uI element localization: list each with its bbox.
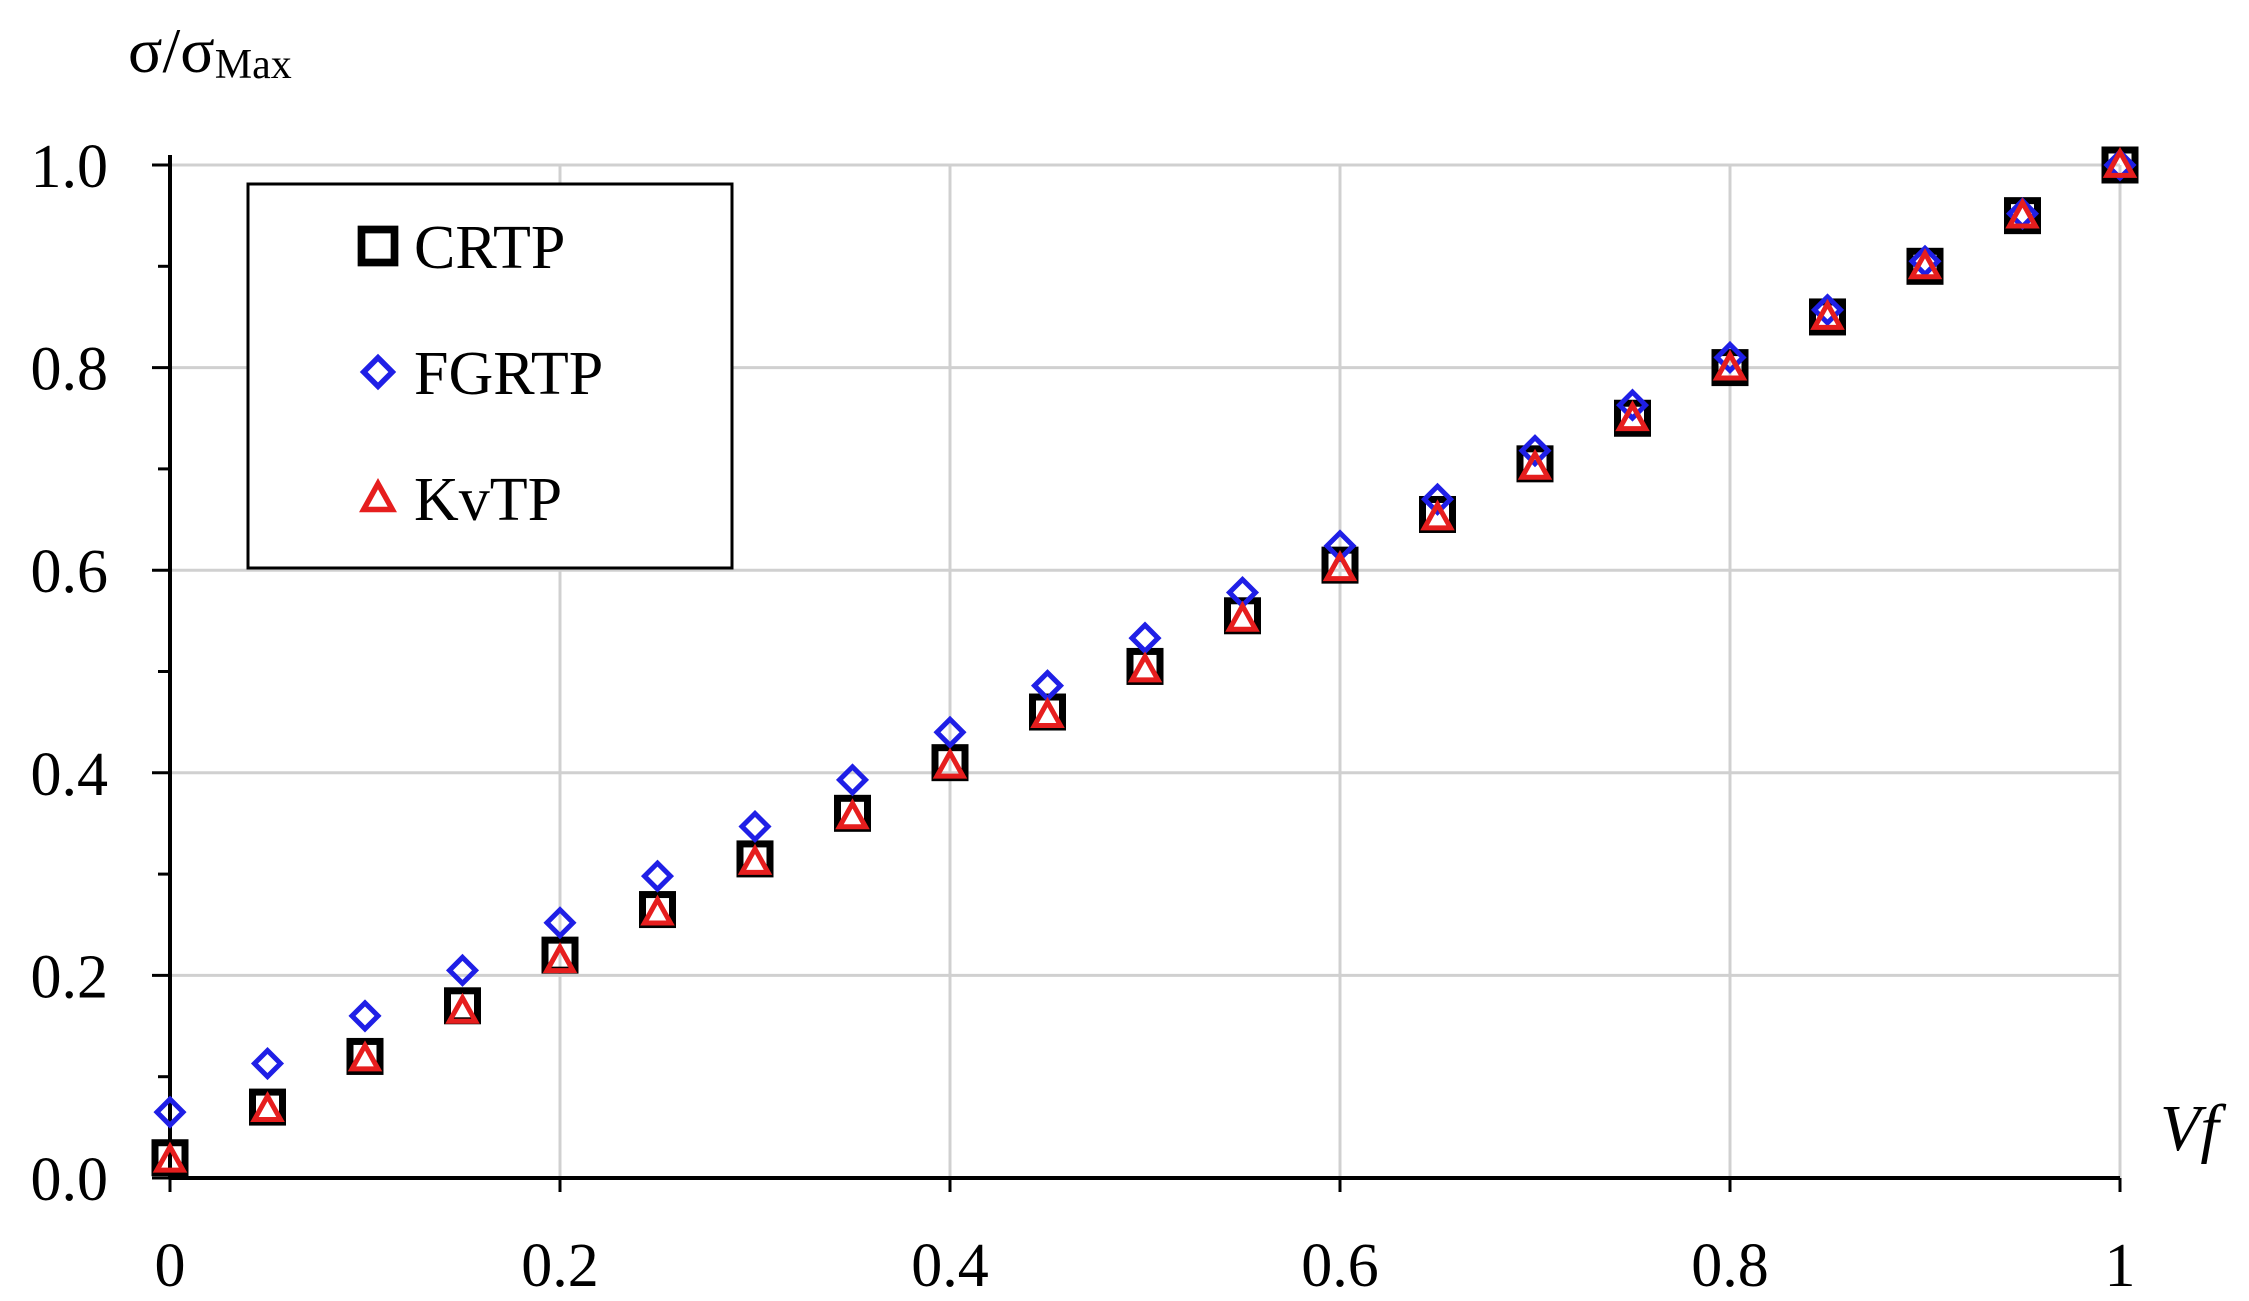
data-point-kvtp	[2005, 197, 2040, 229]
data-point-fgrtp	[543, 906, 577, 940]
y-tick-label: 0.2	[31, 943, 109, 1011]
data-point-fgrtp	[250, 1046, 285, 1081]
x-tick-label: 1	[2105, 1232, 2136, 1300]
data-point-kvtp	[2102, 146, 2138, 178]
data-point-kvtp	[737, 843, 773, 875]
legend-marker-fgrtp	[359, 353, 397, 391]
legend-label-kvtp: KvTP	[414, 466, 562, 534]
data-point-fgrtp	[835, 763, 870, 797]
data-point-kvtp	[1030, 696, 1065, 728]
data-point-kvtp	[152, 1141, 188, 1173]
data-point-fgrtp	[1615, 388, 1650, 422]
data-point-fgrtp	[445, 953, 480, 987]
data-point-kvtp	[1420, 499, 1455, 531]
y-tick-label: 1.0	[31, 133, 109, 201]
legend-marker-crtp	[357, 225, 399, 267]
data-point-fgrtp	[1518, 434, 1552, 468]
y-tick-label: 0.0	[31, 1146, 109, 1214]
data-point-kvtp	[932, 747, 968, 779]
data-points	[151, 146, 2139, 1177]
data-point-fgrtp	[1810, 293, 1845, 327]
legend: CRTP FGRTP KvTP	[246, 182, 734, 570]
x-tick-label: 0	[155, 1232, 186, 1300]
legend-label-fgrtp: FGRTP	[414, 340, 603, 408]
data-point-kvtp	[347, 1040, 383, 1072]
legend-marker-kvtp	[359, 478, 397, 513]
data-point-kvtp	[1322, 550, 1358, 582]
axes	[152, 155, 2122, 1192]
series-kvtp	[152, 146, 2138, 1173]
data-point-kvtp	[835, 798, 870, 830]
y-tick-labels: 0.0 0.2 0.4 0.6 0.8 1.0	[31, 133, 109, 1214]
grid	[170, 163, 2122, 1178]
y-axis-label-main: σ/σ	[128, 15, 215, 86]
y-axis-label: σ/σMax	[128, 15, 292, 88]
x-tick-label: 0.4	[911, 1232, 989, 1300]
legend-label-crtp: CRTP	[414, 214, 565, 282]
data-point-fgrtp	[1128, 621, 1162, 655]
y-tick-label: 0.6	[31, 538, 109, 606]
data-point-kvtp	[445, 992, 480, 1024]
data-point-fgrtp	[1713, 340, 1747, 375]
data-point-kvtp	[640, 894, 675, 926]
x-tick-label: 0.2	[521, 1232, 599, 1300]
data-point-kvtp	[542, 942, 578, 974]
x-axis-label: Vf	[2160, 1092, 2226, 1165]
data-point-fgrtp	[348, 999, 382, 1033]
data-point-fgrtp	[640, 859, 675, 893]
y-tick-label: 0.8	[31, 336, 109, 404]
data-point-kvtp	[1810, 298, 1845, 330]
legend-box	[246, 182, 734, 570]
data-point-kvtp	[1517, 448, 1553, 480]
data-point-fgrtp	[933, 715, 967, 749]
data-point-kvtp	[1907, 248, 1943, 280]
y-axis-label-subscript: Max	[215, 42, 292, 88]
data-point-kvtp	[1615, 400, 1650, 432]
data-point-kvtp	[1225, 600, 1260, 632]
data-point-kvtp	[1712, 349, 1748, 381]
data-point-kvtp	[1127, 651, 1163, 683]
series-fgrtp	[153, 148, 2137, 1129]
data-point-fgrtp	[738, 809, 772, 844]
data-point-fgrtp	[1420, 482, 1455, 516]
data-point-fgrtp	[153, 1095, 187, 1129]
data-point-fgrtp	[2103, 148, 2137, 182]
y-tick-label: 0.4	[31, 741, 109, 809]
x-tick-labels: 0 0.2 0.4 0.6 0.8 1	[155, 1232, 2136, 1300]
x-tick-label: 0.6	[1301, 1232, 1379, 1300]
data-point-kvtp	[250, 1090, 285, 1123]
x-tick-label: 0.8	[1691, 1232, 1769, 1300]
